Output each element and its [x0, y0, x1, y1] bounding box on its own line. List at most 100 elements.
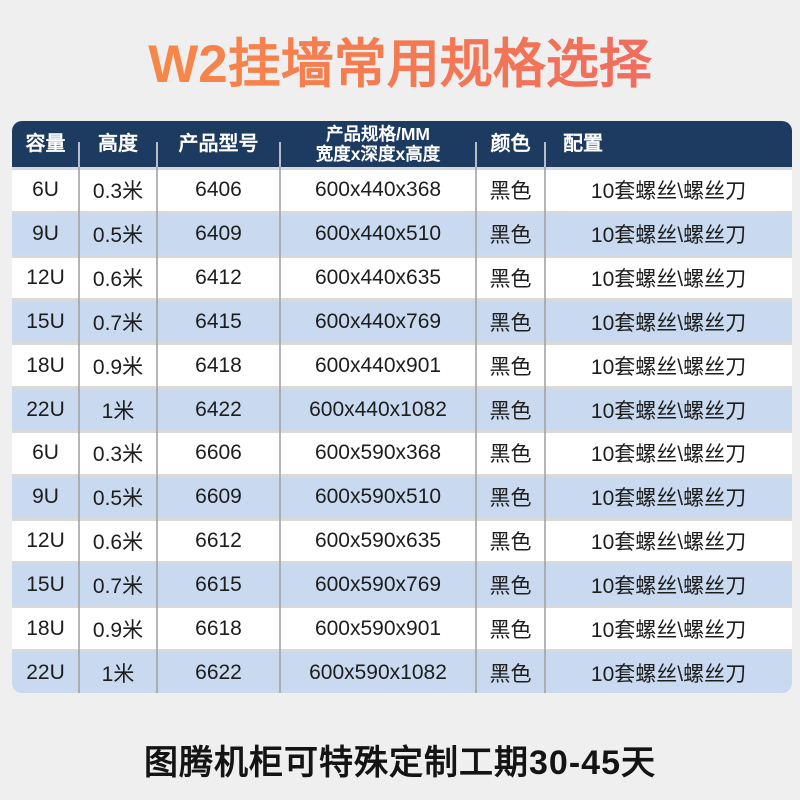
cell-config: 10套螺丝\螺丝刀	[590, 268, 747, 292]
cell-color: 黑色	[489, 531, 532, 555]
table-row: 12U 0.6米 6612 600x590x635 黑色 10套螺丝\螺丝刀	[12, 517, 792, 562]
cell-spec: 600x440x901	[314, 353, 442, 377]
cell-model: 6606	[195, 441, 242, 465]
cell-color: 黑色	[489, 618, 532, 642]
cell-config: 10套螺丝\螺丝刀	[590, 355, 747, 379]
spec-table: 容量 高度 产品型号 产品规格/MM 宽度x深度x高度 颜色 配置 6U 0.3…	[12, 121, 792, 693]
cell-height: 0.3米	[92, 180, 144, 204]
cell-height: 1米	[101, 399, 135, 423]
cell-model: 6406	[195, 178, 242, 202]
column-header-height: 高度	[98, 133, 138, 155]
cell-model: 6409	[195, 222, 242, 246]
cell-height: 0.6米	[92, 268, 144, 292]
column-header-color: 颜色	[490, 133, 531, 155]
cell-capacity: 12U	[26, 266, 65, 290]
column-separator	[279, 142, 281, 167]
cell-color: 黑色	[489, 443, 532, 467]
cell-model: 6612	[195, 529, 242, 553]
cell-capacity: 9U	[32, 485, 59, 509]
cell-height: 0.3米	[92, 443, 144, 467]
cell-capacity: 15U	[26, 572, 65, 596]
cell-config: 10套螺丝\螺丝刀	[590, 224, 747, 248]
cell-config: 10套螺丝\螺丝刀	[590, 662, 747, 686]
cell-capacity: 9U	[32, 222, 59, 246]
cell-config: 10套螺丝\螺丝刀	[590, 399, 747, 423]
cell-spec: 600x590x635	[314, 529, 442, 553]
column-header-config: 配置	[563, 133, 603, 155]
column-separator	[78, 167, 80, 693]
cell-color: 黑色	[489, 487, 532, 511]
table-row: 12U 0.6米 6412 600x440x635 黑色 10套螺丝\螺丝刀	[12, 254, 792, 299]
table-body: 6U 0.3米 6406 600x440x368 黑色 10套螺丝\螺丝刀 9U…	[12, 167, 792, 693]
cell-capacity: 18U	[26, 616, 65, 640]
table-row: 18U 0.9米 6618 600x590x901 黑色 10套螺丝\螺丝刀	[12, 605, 792, 650]
column-separator	[279, 167, 281, 693]
table-row: 18U 0.9米 6418 600x440x901 黑色 10套螺丝\螺丝刀	[12, 342, 792, 387]
column-header-capacity: 容量	[25, 133, 66, 155]
cell-spec: 600x590x901	[314, 616, 442, 640]
cell-config: 10套螺丝\螺丝刀	[590, 531, 747, 555]
cell-height: 0.9米	[92, 618, 144, 642]
table-row: 6U 0.3米 6406 600x440x368 黑色 10套螺丝\螺丝刀	[12, 167, 792, 211]
cell-capacity: 15U	[26, 309, 65, 333]
footer-note: 图腾机柜可特殊定制工期30-45天	[144, 744, 656, 782]
cell-config: 10套螺丝\螺丝刀	[590, 618, 747, 642]
column-separator	[156, 142, 158, 167]
column-separator	[544, 167, 546, 693]
column-separator	[544, 142, 546, 167]
cell-spec: 600x440x1082	[309, 397, 447, 421]
cell-color: 黑色	[489, 268, 532, 292]
cell-color: 黑色	[489, 662, 532, 686]
table-row: 9U 0.5米 6409 600x440x510 黑色 10套螺丝\螺丝刀	[12, 210, 792, 255]
cell-spec: 600x590x769	[314, 572, 442, 596]
column-header-model: 产品型号	[178, 133, 259, 155]
column-separator	[475, 167, 477, 693]
table-row: 15U 0.7米 6615 600x590x769 黑色 10套螺丝\螺丝刀	[12, 561, 792, 606]
column-separator	[156, 167, 158, 693]
column-separator	[78, 142, 80, 167]
cell-height: 0.5米	[92, 224, 144, 248]
cell-height: 0.7米	[92, 574, 144, 598]
column-header-spec-line1: 产品规格/MM	[325, 124, 431, 144]
table-row: 22U 1米 6622 600x590x1082 黑色 10套螺丝\螺丝刀	[12, 649, 792, 693]
cell-color: 黑色	[489, 355, 532, 379]
cell-config: 10套螺丝\螺丝刀	[590, 487, 747, 511]
cell-config: 10套螺丝\螺丝刀	[590, 311, 747, 335]
cell-spec: 600x590x510	[314, 485, 442, 509]
table-row: 9U 0.5米 6609 600x590x510 黑色 10套螺丝\螺丝刀	[12, 473, 792, 518]
cell-height: 0.7米	[92, 311, 144, 335]
table-row: 6U 0.3米 6606 600x590x368 黑色 10套螺丝\螺丝刀	[12, 429, 792, 474]
page-title: W2挂墙常用规格选择	[0, 22, 800, 98]
cell-color: 黑色	[489, 399, 532, 423]
column-header-spec: 产品规格/MM 宽度x深度x高度	[280, 124, 476, 164]
cell-model: 6615	[195, 572, 242, 596]
cell-capacity: 12U	[26, 529, 65, 553]
cell-height: 0.5米	[92, 487, 144, 511]
cell-capacity: 18U	[26, 353, 65, 377]
cell-height: 0.6米	[92, 531, 144, 555]
cell-capacity: 22U	[26, 660, 65, 684]
cell-height: 1米	[101, 662, 135, 686]
cell-spec: 600x440x368	[314, 178, 442, 202]
cell-spec: 600x590x1082	[309, 660, 447, 684]
cell-config: 10套螺丝\螺丝刀	[590, 443, 747, 467]
cell-spec: 600x440x510	[314, 222, 442, 246]
column-header-spec-line2: 宽度x深度x高度	[315, 144, 441, 164]
cell-config: 10套螺丝\螺丝刀	[590, 574, 747, 598]
cell-model: 6422	[195, 397, 242, 421]
cell-capacity: 6U	[32, 178, 59, 202]
cell-model: 6412	[195, 266, 242, 290]
cell-model: 6415	[195, 309, 242, 333]
table-header-row: 容量 高度 产品型号 产品规格/MM 宽度x深度x高度 颜色 配置	[12, 121, 792, 167]
cell-capacity: 22U	[26, 397, 65, 421]
cell-color: 黑色	[489, 224, 532, 248]
cell-model: 6622	[195, 660, 242, 684]
cell-model: 6609	[195, 485, 242, 509]
cell-spec: 600x590x368	[314, 441, 442, 465]
cell-capacity: 6U	[32, 441, 59, 465]
table-row: 22U 1米 6422 600x440x1082 黑色 10套螺丝\螺丝刀	[12, 386, 792, 430]
cell-color: 黑色	[489, 574, 532, 598]
cell-color: 黑色	[489, 311, 532, 335]
cell-height: 0.9米	[92, 355, 144, 379]
